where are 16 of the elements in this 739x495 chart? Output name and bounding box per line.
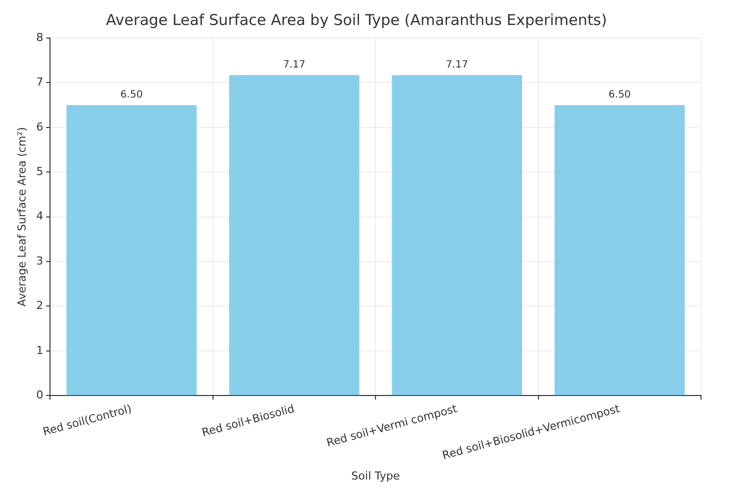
y-tick-label: 7 [36,76,44,89]
x-axis-title: Soil Type [351,469,400,482]
y-tick-label: 5 [36,164,44,178]
y-tick-label: 0 [36,388,44,402]
data-label: 7.17 [446,60,468,71]
chart-title: Average Leaf Surface Area by Soil Type (Amaranthus Experiments) [106,10,607,29]
data-label: 6.50 [608,90,631,101]
y-tick-label: 8 [36,30,44,44]
data-label: 6.50 [120,90,143,101]
y-tick-label: 4 [36,210,44,223]
y-tick-label: 6 [36,120,44,134]
y-tick-label: 2 [36,299,44,312]
y-axis-title: Average Leaf Surface Area (cm²) [15,127,28,307]
y-tick-label: 1 [36,344,44,357]
data-label: 7.17 [283,60,306,71]
y-tick-label: 3 [36,254,44,268]
